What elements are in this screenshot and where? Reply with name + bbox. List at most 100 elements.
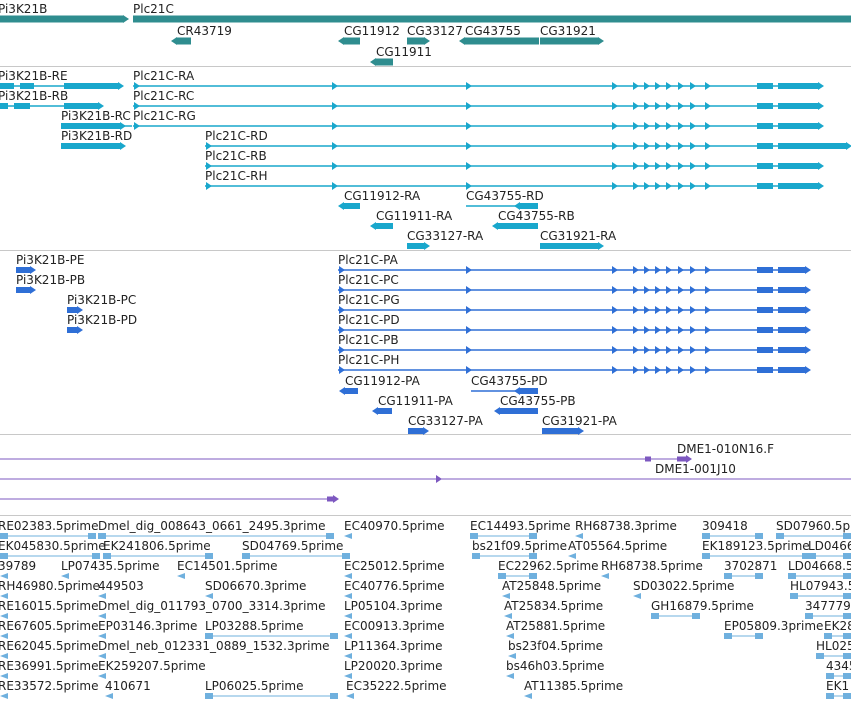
est-feature[interactable]: EC25012.5prime (344, 559, 445, 579)
est-feature[interactable]: EK1 (826, 679, 851, 699)
est-feature[interactable]: LP03288.5prime (205, 619, 338, 639)
est-feature[interactable]: 449503 (98, 579, 144, 599)
protein-feature[interactable]: CG11912-PA (339, 374, 421, 395)
est-feature[interactable]: bs21f09.5prime (472, 539, 567, 559)
gene-feature[interactable]: CG11912 (338, 24, 400, 45)
est-feature[interactable]: EC00913.3prime (344, 619, 445, 639)
est-feature[interactable]: AT25848.5prime (502, 579, 601, 599)
est-feature[interactable]: AT11385.5prime (524, 679, 623, 699)
est-feature[interactable]: LP06025.5prime (205, 679, 338, 699)
protein-feature[interactable]: Pi3K21B-PC (67, 293, 136, 314)
est-feature[interactable]: 3702871 (724, 559, 777, 579)
est-feature[interactable]: LP07435.5prime (61, 559, 160, 579)
transcript-feature[interactable]: Plc21C-RH (205, 169, 824, 190)
est-feature[interactable]: Dmel_dig_011793_0700_3314.3prime (98, 599, 326, 619)
transcript-feature[interactable]: Pi3K21B-RB (0, 89, 104, 110)
est-feature[interactable]: 309418 (702, 519, 763, 539)
est-feature[interactable]: AT05564.5prime (568, 539, 667, 559)
est-feature[interactable]: GH16879.5prime (651, 599, 754, 619)
gene-feature[interactable]: CG33127 (407, 24, 463, 45)
est-feature[interactable]: RE33572.5prime (0, 679, 99, 699)
est-feature[interactable]: LD04668.5 (788, 559, 851, 579)
est-feature[interactable]: AT25881.5prime (506, 619, 605, 639)
transcript-feature[interactable]: Pi3K21B-RD (61, 129, 132, 150)
est-feature[interactable]: SD06670.3prime (205, 579, 306, 599)
est-feature[interactable]: bs46h03.5prime (506, 659, 604, 679)
gene-feature[interactable]: CG11911 (370, 45, 432, 66)
transcript-feature[interactable]: CG33127-RA (407, 229, 484, 250)
est-feature[interactable]: Dmel_neb_012331_0889_1532.3prime (98, 639, 330, 659)
protein-feature[interactable]: Pi3K21B-PD (67, 313, 137, 334)
protein-feature[interactable]: Pi3K21B-PE (16, 253, 84, 274)
est-feature[interactable]: SD04769.5prime (242, 539, 350, 559)
est-feature[interactable]: EC14493.5prime (470, 519, 571, 539)
est-feature[interactable]: 410671 (105, 679, 151, 699)
est-feature[interactable]: HL025 (816, 639, 851, 659)
est-feature[interactable]: EK28 (824, 619, 851, 639)
transcript-feature[interactable]: CG43755-RD (466, 189, 544, 210)
transcript-feature[interactable]: Plc21C-RD (205, 129, 851, 150)
transcript-feature[interactable]: Plc21C-RG (133, 109, 824, 130)
gene-feature[interactable]: Pi3K21B (0, 2, 129, 23)
est-feature[interactable]: AT25834.5prime (504, 599, 603, 619)
transcript-feature[interactable]: Pi3K21B-RE (0, 69, 124, 90)
protein-feature[interactable]: Plc21C-PH (338, 353, 811, 374)
est-feature[interactable]: LP05104.3prime (344, 599, 443, 619)
transcript-feature[interactable]: CG11911-RA (370, 209, 453, 230)
est-feature[interactable]: EC14501.5prime (177, 559, 278, 579)
transcript-feature[interactable]: Pi3K21B-RC (61, 109, 132, 130)
protein-feature[interactable]: Plc21C-PG (338, 293, 811, 314)
transcript-feature[interactable]: CG43755-RB (492, 209, 575, 230)
est-feature[interactable]: EC40776.5prime (344, 579, 445, 599)
protein-feature[interactable]: Plc21C-PC (338, 273, 811, 294)
protein-feature[interactable]: Plc21C-PB (338, 333, 811, 354)
clone-feature[interactable]: DME1-001J10 (0, 462, 851, 483)
gene-feature[interactable]: CR43719 (171, 24, 232, 45)
clone-feature[interactable] (0, 495, 339, 503)
est-feature[interactable]: bs23f04.5prime (508, 639, 603, 659)
est-feature[interactable]: RE02383.5prime (0, 519, 99, 539)
est-feature[interactable]: RE67605.5prime (0, 619, 99, 639)
est-feature[interactable]: EC22962.5prime (498, 559, 599, 579)
est-feature[interactable]: LP11364.3prime (344, 639, 443, 659)
transcript-feature[interactable]: Plc21C-RC (133, 89, 824, 110)
est-feature[interactable]: EC40970.5prime (344, 519, 445, 539)
protein-feature[interactable]: CG31921-PA (542, 414, 618, 435)
gene-feature[interactable]: CG43755 (459, 24, 539, 45)
est-feature[interactable]: EK189123.5prime (702, 539, 810, 559)
protein-feature[interactable]: Pi3K21B-PB (16, 273, 85, 294)
est-feature[interactable]: LD0466 (808, 539, 851, 559)
gene-feature[interactable]: CG31921 (540, 24, 604, 45)
est-feature[interactable]: LP20020.3prime (344, 659, 443, 679)
est-feature[interactable]: RH68738.5prime (601, 559, 703, 579)
est-feature[interactable]: RE16015.5prime (0, 599, 99, 619)
est-feature[interactable]: HL07943.5 (790, 579, 851, 599)
protein-feature[interactable]: Plc21C-PD (338, 313, 811, 334)
est-feature[interactable]: EK045830.5prime (0, 539, 106, 559)
est-feature[interactable]: EK259207.5prime (98, 659, 206, 679)
protein-feature[interactable]: CG43755-PD (471, 374, 548, 395)
est-feature[interactable]: RE36991.5prime (0, 659, 99, 679)
est-feature[interactable]: EP03146.3prime (98, 619, 197, 639)
est-feature[interactable]: RE62045.5prime (0, 639, 99, 659)
est-feature[interactable]: 347779 (805, 599, 851, 619)
transcript-feature[interactable]: Plc21C-RA (133, 69, 824, 90)
transcript-feature[interactable]: Plc21C-RB (205, 149, 824, 170)
est-feature[interactable]: 39789 (0, 559, 36, 579)
est-feature[interactable]: EP05809.3prime (724, 619, 823, 639)
est-feature[interactable]: RH68738.3prime (575, 519, 677, 539)
est-feature[interactable]: EC35222.5prime (346, 679, 447, 699)
est-feature[interactable]: SD07960.5prime (776, 519, 851, 539)
protein-feature[interactable]: CG43755-PB (494, 394, 576, 415)
transcript-feature[interactable]: CG31921-RA (540, 229, 617, 250)
protein-feature[interactable]: CG11911-PA (372, 394, 454, 415)
protein-feature[interactable]: Plc21C-PA (338, 253, 811, 274)
transcript-feature[interactable]: CG11912-RA (338, 189, 421, 210)
est-feature[interactable]: RH46980.5prime (0, 579, 100, 599)
protein-feature[interactable]: CG33127-PA (408, 414, 484, 435)
est-feature[interactable]: EK241806.5prime (103, 539, 213, 559)
est-feature[interactable]: Dmel_dig_008643_0661_2495.3prime (98, 519, 334, 539)
clone-feature[interactable]: DME1-010N16.F (0, 442, 774, 463)
gene-feature[interactable]: Plc21C (133, 2, 851, 23)
